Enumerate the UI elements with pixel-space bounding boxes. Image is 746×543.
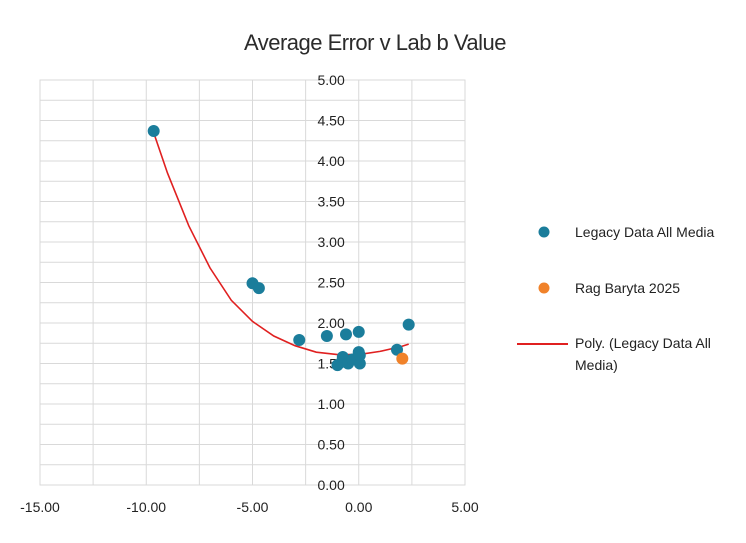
legend-label-poly-line2: Media) bbox=[575, 357, 618, 373]
y-tick-label: 0.50 bbox=[318, 437, 345, 453]
y-tick-label: 2.50 bbox=[318, 275, 345, 291]
y-tick-label: 3.00 bbox=[318, 234, 345, 250]
data-points bbox=[147, 125, 415, 372]
y-tick-label: 4.00 bbox=[318, 153, 345, 169]
y-tick-label: 3.50 bbox=[318, 194, 345, 210]
legend-label-legacy: Legacy Data All Media bbox=[575, 224, 715, 240]
x-tick-label: 0.00 bbox=[345, 499, 372, 515]
grid bbox=[39, 79, 466, 486]
chart-title: Average Error v Lab b Value bbox=[244, 30, 506, 55]
data-point-rag-baryta bbox=[396, 352, 409, 365]
data-point-legacy bbox=[391, 343, 403, 356]
x-tick-label: -15.00 bbox=[20, 499, 60, 515]
y-tick-label: 4.50 bbox=[318, 113, 345, 129]
data-point-legacy bbox=[252, 282, 265, 295]
data-point-legacy bbox=[353, 349, 366, 362]
data-point-legacy bbox=[320, 329, 333, 342]
data-point-legacy bbox=[147, 125, 160, 138]
legend-label-poly-line1: Poly. (Legacy Data All bbox=[575, 335, 711, 351]
y-tick-label: 5.00 bbox=[318, 72, 345, 88]
legend: Legacy Data All Media Rag Baryta 2025 Po… bbox=[517, 224, 715, 373]
x-tick-label: -10.00 bbox=[126, 499, 166, 515]
legend-label-rag-baryta: Rag Baryta 2025 bbox=[575, 280, 680, 296]
data-point-legacy bbox=[352, 325, 365, 338]
y-tick-label: 2.00 bbox=[318, 315, 345, 331]
x-tick-label: -5.00 bbox=[237, 499, 269, 515]
data-point-legacy bbox=[340, 328, 352, 341]
poly-trendline bbox=[152, 132, 409, 356]
y-tick-label: 1.00 bbox=[318, 396, 345, 412]
y-tick-label: 0.00 bbox=[318, 477, 345, 493]
legend-marker-legacy bbox=[538, 226, 550, 238]
data-point-legacy bbox=[293, 334, 306, 347]
plot-frame bbox=[39, 79, 466, 486]
data-point-legacy bbox=[402, 318, 415, 331]
legend-marker-rag-baryta bbox=[538, 282, 550, 294]
x-tick-label: 5.00 bbox=[451, 499, 478, 515]
trendline bbox=[152, 132, 409, 356]
axes: -15.00 -10.00 -5.00 0.00 5.000.000.501.001.5… bbox=[20, 72, 479, 515]
